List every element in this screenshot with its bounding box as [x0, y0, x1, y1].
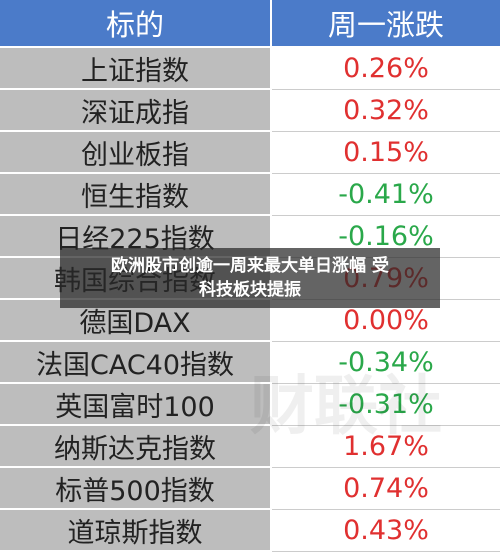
change-value: 0.43%: [272, 510, 500, 552]
change-value: -0.31%: [272, 384, 500, 426]
table-row: 上证指数 0.26%: [0, 48, 500, 90]
watermark: 财联社: [250, 370, 442, 444]
header-cell: 周一涨跌: [272, 0, 500, 48]
index-name: 创业板指: [0, 132, 272, 174]
index-name: 法国CAC40指数: [0, 342, 272, 384]
change-value: 0.32%: [272, 90, 500, 132]
table-row: 道琼斯指数 0.43%: [0, 510, 500, 552]
table-row: 恒生指数 -0.41%: [0, 174, 500, 216]
table-row: 英国富时100 -0.31%: [0, 384, 500, 426]
table-row: 深证成指 0.32%: [0, 90, 500, 132]
index-name: 上证指数: [0, 48, 272, 90]
index-name: 标普500指数: [0, 468, 272, 510]
headline-overlay: 欧洲股市创逾一周来最大单日涨幅 受科技板块提振: [60, 248, 440, 308]
change-value: 0.74%: [272, 468, 500, 510]
change-value: 0.15%: [272, 132, 500, 174]
table-row: 创业板指 0.15%: [0, 132, 500, 174]
header-cell: 标的: [0, 0, 272, 48]
index-name: 恒生指数: [0, 174, 272, 216]
table-row: 纳斯达克指数 1.67%: [0, 426, 500, 468]
table-row: 标普500指数 0.74%: [0, 468, 500, 510]
header-row: 标的 周一涨跌: [0, 0, 500, 48]
change-value: 1.67%: [272, 426, 500, 468]
change-value: -0.34%: [272, 342, 500, 384]
index-name: 纳斯达克指数: [0, 426, 272, 468]
index-name: 英国富时100: [0, 384, 272, 426]
table-row: 法国CAC40指数 -0.34%: [0, 342, 500, 384]
headline-line: 科技板块提振: [199, 280, 301, 300]
headline-line: 欧洲股市创逾一周来最大单日涨幅 受: [111, 256, 389, 276]
change-value: -0.41%: [272, 174, 500, 216]
index-name: 道琼斯指数: [0, 510, 272, 552]
index-name: 深证成指: [0, 90, 272, 132]
change-value: 0.26%: [272, 48, 500, 90]
